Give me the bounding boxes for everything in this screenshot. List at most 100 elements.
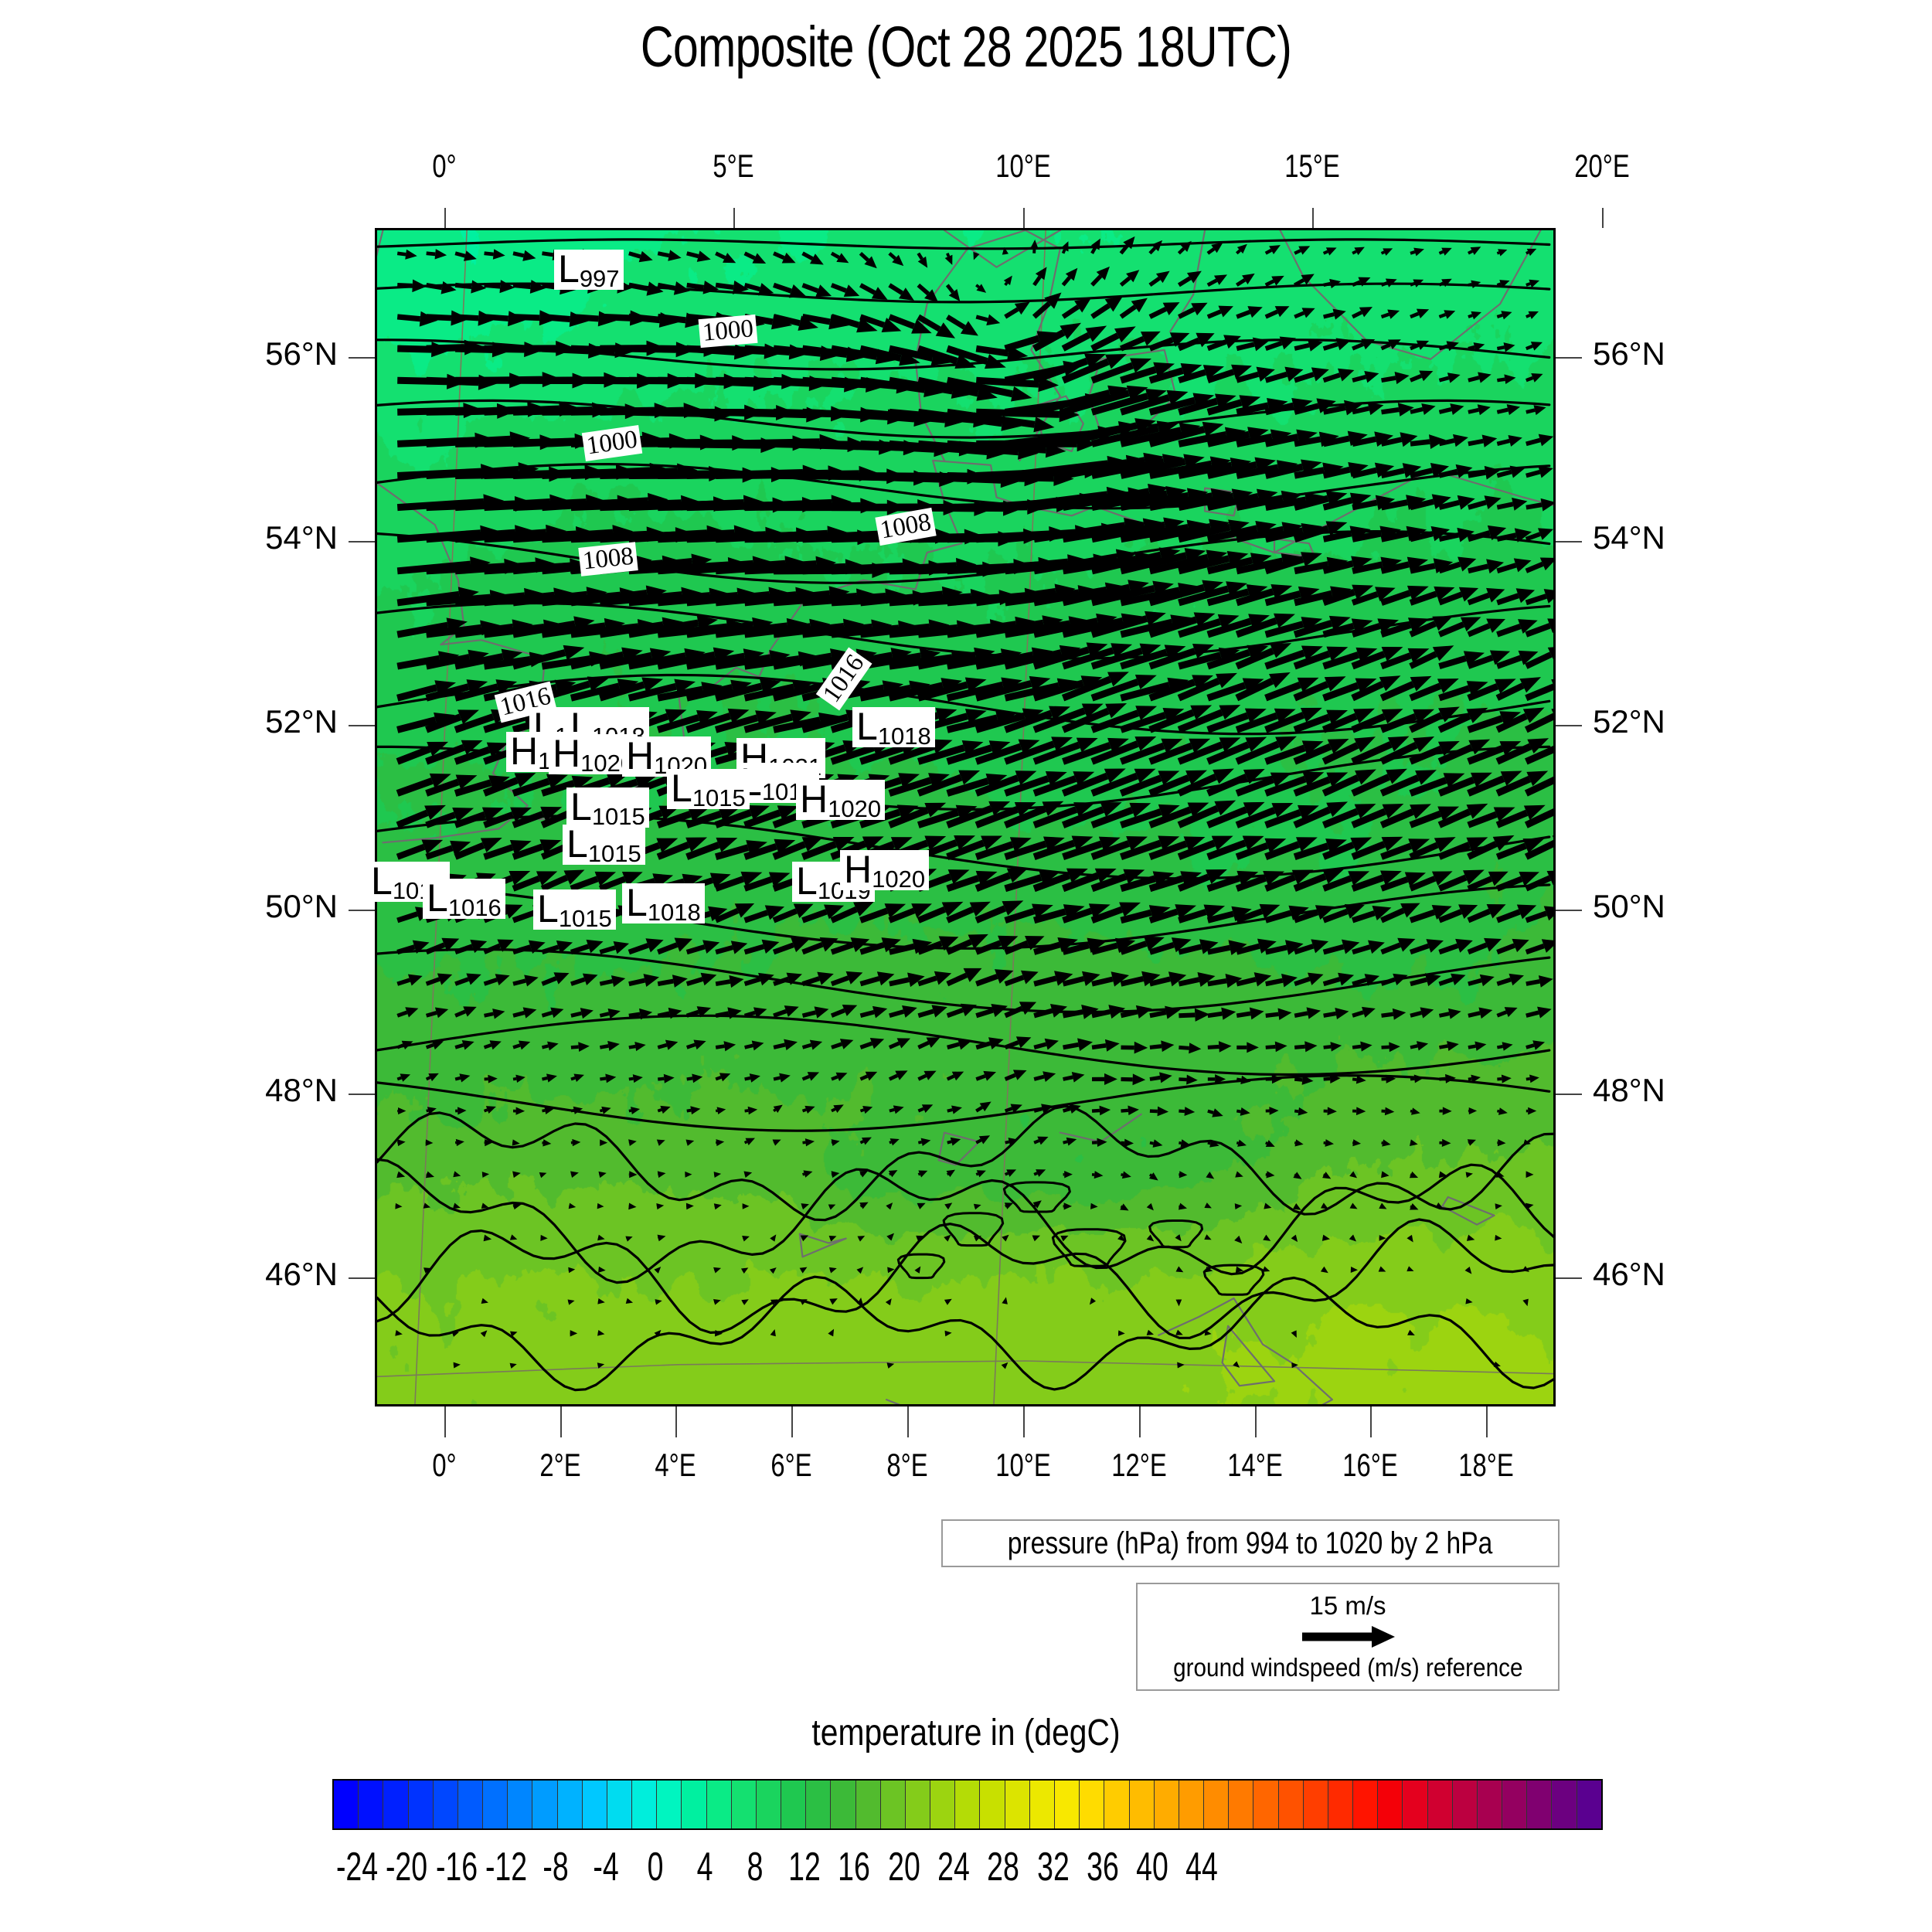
- wind-arrow-head: [1355, 769, 1376, 785]
- wind-arrow-head: [492, 1009, 505, 1019]
- wind-arrow-shaft: [512, 944, 532, 955]
- wind-arrow-head: [1441, 278, 1452, 287]
- wind-arrow-head: [1205, 1266, 1213, 1273]
- wind-arrow-head: [1538, 434, 1553, 447]
- wind-arrow-shaft: [1235, 617, 1277, 638]
- wind-arrow-shaft: [425, 743, 465, 765]
- wind-arrow-head: [784, 1039, 798, 1051]
- wind-arrow-shaft: [1179, 1109, 1185, 1114]
- wind-arrow-shaft: [1264, 809, 1301, 828]
- wind-arrow-head: [859, 1202, 869, 1209]
- wind-reference-value: 15 m/s: [1309, 1591, 1386, 1620]
- wind-arrow-shaft: [425, 942, 446, 955]
- wind-arrow-shaft: [1438, 281, 1444, 287]
- wind-arrow-shaft: [1091, 551, 1162, 575]
- wind-arrow-shaft: [454, 746, 491, 765]
- wind-arrow-head: [1431, 494, 1451, 509]
- wind-arrow-shaft: [1381, 406, 1400, 415]
- wind-arrow-shaft: [889, 1172, 891, 1176]
- colorbar-tick: -24: [336, 1845, 379, 1889]
- wind-arrow-shaft: [1380, 590, 1411, 606]
- wind-arrow-shaft: [1410, 311, 1420, 319]
- wind-arrow-head: [774, 838, 796, 854]
- wind-arrow-head: [1411, 1107, 1420, 1115]
- wind-arrow-head: [1197, 971, 1216, 988]
- wind-arrow-shaft: [1206, 399, 1243, 416]
- wind-arrow-head: [1159, 1072, 1172, 1083]
- lon-tick-label-bottom: 0°: [432, 1447, 457, 1483]
- wind-arrow-shaft: [1409, 712, 1444, 733]
- wind-arrow-head: [1076, 737, 1098, 753]
- wind-arrow-head: [941, 901, 964, 917]
- wind-arrow-head: [492, 249, 505, 260]
- isobar-ridge: [377, 1158, 1553, 1284]
- wind-arrow-shaft: [946, 906, 975, 923]
- wind-arrow-head: [1218, 305, 1233, 318]
- wind-arrow-shaft: [1003, 805, 1046, 828]
- wind-arrow-head: [1543, 906, 1553, 921]
- wind-arrow-head: [1304, 1041, 1318, 1053]
- wind-arrow-head: [1328, 615, 1351, 631]
- wind-arrow-shaft: [1495, 842, 1527, 860]
- wind-arrow-head: [1431, 904, 1452, 920]
- wind-arrow-head: [862, 1137, 872, 1145]
- wind-arrow-head: [1263, 870, 1285, 886]
- wind-arrow-head: [431, 1040, 444, 1050]
- wind-arrow-head: [1042, 801, 1064, 816]
- wind-arrow-shaft: [945, 284, 954, 294]
- wind-arrow-shaft: [1410, 439, 1430, 447]
- wind-arrow-head: [499, 280, 515, 294]
- axis-tick: [349, 1277, 375, 1280]
- colorbar-tick: -16: [435, 1845, 478, 1889]
- wind-arrow-head: [1501, 311, 1512, 320]
- wind-arrow-head: [657, 1171, 666, 1179]
- pressure-center-marker: L1015: [533, 889, 616, 930]
- wind-arrow-head: [814, 1006, 829, 1019]
- wind-arrow-shaft: [1438, 313, 1447, 319]
- wind-arrow-shaft: [1178, 337, 1200, 352]
- wind-arrow-shaft: [1206, 556, 1253, 575]
- wind-arrow-shaft: [1496, 909, 1521, 923]
- wind-arrow-shaft: [830, 942, 854, 955]
- wind-arrow-shaft: [1265, 1141, 1268, 1145]
- wind-arrow-shaft: [685, 684, 733, 702]
- colorbar-cell: [831, 1781, 856, 1828]
- wind-arrow-head: [1381, 709, 1403, 724]
- wind-arrow-shaft: [946, 875, 980, 892]
- wind-arrow-head: [843, 284, 860, 298]
- wind-arrow-head: [1478, 372, 1492, 383]
- wind-arrow-head: [1468, 1107, 1478, 1115]
- wind-arrow-shaft: [1264, 248, 1273, 255]
- wind-arrow-head: [1477, 404, 1491, 416]
- wind-arrow-head: [859, 1170, 869, 1178]
- wind-arrow-head: [688, 806, 709, 821]
- wind-arrow-shaft: [1380, 312, 1390, 319]
- wind-arrow-head: [954, 353, 977, 369]
- wind-arrow-head: [1033, 417, 1055, 433]
- wind-arrow-shaft: [600, 1077, 607, 1081]
- wind-arrow-head: [1236, 870, 1259, 886]
- wind-arrow-head: [1321, 1234, 1330, 1241]
- wind-arrow-shaft: [1207, 978, 1227, 987]
- wind-arrow-shaft: [801, 1010, 817, 1018]
- wind-arrow-shaft: [1148, 307, 1168, 319]
- wind-arrow-shaft: [1090, 872, 1128, 893]
- wind-arrow-shaft: [1264, 649, 1305, 670]
- wind-arrow-shaft: [484, 282, 501, 289]
- colorbar-cell: [607, 1781, 633, 1828]
- wind-arrow-shaft: [1148, 367, 1184, 384]
- wind-arrow-head: [1473, 342, 1485, 352]
- wind-arrow-shaft: [685, 944, 706, 955]
- wind-arrow-shaft: [975, 345, 1009, 357]
- wind-arrow-shaft: [628, 943, 649, 955]
- colorbar-cell: [1005, 1781, 1030, 1828]
- lon-tick-label-bottom: 18°E: [1458, 1447, 1514, 1483]
- wind-arrow-shaft: [1177, 709, 1223, 733]
- wind-arrow-shaft: [1004, 682, 1060, 702]
- wind-arrow-head: [1292, 1203, 1301, 1210]
- wind-arrow-shaft: [1004, 335, 1040, 352]
- wind-arrow-head: [1359, 307, 1373, 318]
- wind-arrow-head: [1316, 398, 1336, 413]
- wind-arrow-shaft: [1351, 910, 1376, 923]
- wind-arrow-shaft: [656, 811, 692, 828]
